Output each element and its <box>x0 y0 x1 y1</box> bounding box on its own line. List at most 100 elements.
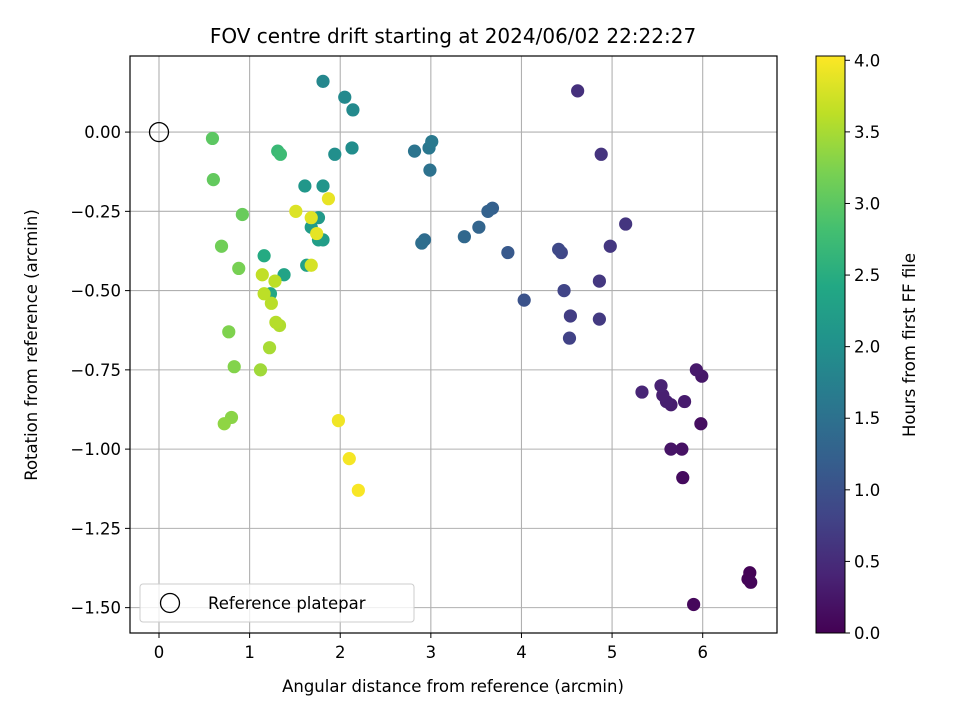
y-tick-label-6: −1.50 <box>70 599 121 618</box>
data-point-53 <box>257 249 271 263</box>
legend: Reference platepar <box>139 583 415 623</box>
y-tick-label-0: 0.00 <box>84 123 121 142</box>
legend-label: Reference platepar <box>208 594 366 613</box>
colorbar-tick-label-7: 3.5 <box>854 123 880 142</box>
colorbar-tick-label-0: 0.0 <box>854 624 880 643</box>
data-point-35 <box>423 163 437 177</box>
colorbar-tick-label-6: 3.0 <box>854 194 880 213</box>
data-point-61 <box>222 325 236 339</box>
data-point-18 <box>619 217 633 231</box>
reference-marker-layer <box>148 121 170 143</box>
y-tick-label-3: −0.75 <box>70 361 121 380</box>
data-point-43 <box>328 147 342 161</box>
colorbar-tick-label-2: 1.0 <box>854 481 880 500</box>
plot-area-frame <box>129 55 778 634</box>
data-point-78 <box>331 413 346 428</box>
data-point-69 <box>264 296 278 310</box>
y-tick-label-5: −1.25 <box>70 519 121 538</box>
chart-title: FOV centre drift starting at 2024/06/02 … <box>210 24 696 48</box>
x-tick-label-0: 0 <box>154 643 165 662</box>
data-point-4 <box>676 471 690 485</box>
y-tick-label-1: −0.25 <box>70 202 121 221</box>
x-tick-label-4: 4 <box>516 643 527 662</box>
data-point-76 <box>310 226 324 241</box>
data-point-36 <box>407 144 422 158</box>
data-point-70 <box>257 287 271 301</box>
legend-reference-marker <box>159 592 181 614</box>
data-point-80 <box>351 483 365 497</box>
data-point-3 <box>687 597 701 612</box>
data-point-2 <box>744 575 758 589</box>
data-point-79 <box>342 452 356 466</box>
y-tick-label-4: −1.00 <box>70 440 121 459</box>
data-point-14 <box>654 379 668 393</box>
data-point-56 <box>205 131 220 146</box>
data-point-26 <box>552 242 566 256</box>
data-point-16 <box>571 84 585 98</box>
data-point-65 <box>253 363 268 377</box>
colorbar-ticks: 0.0 0.5 1.0 1.5 2.0 2.5 3.0 3.5 4.0 <box>845 51 880 643</box>
data-point-21 <box>592 312 606 326</box>
data-point-64 <box>217 417 231 431</box>
data-point-60 <box>232 261 246 276</box>
colorbar-tick-label-4: 2.0 <box>854 338 880 357</box>
data-point-32 <box>457 230 471 244</box>
data-points <box>205 74 758 612</box>
data-point-6 <box>675 442 689 456</box>
x-axis-label: Angular distance from reference (arcmin) <box>282 677 624 696</box>
data-point-42 <box>345 141 359 155</box>
x-tick-label-6: 6 <box>697 643 708 662</box>
data-point-73 <box>304 258 318 272</box>
data-point-62 <box>227 360 241 374</box>
data-point-34 <box>415 236 429 250</box>
x-axis-ticks: 0 1 2 3 4 5 6 <box>154 633 708 662</box>
data-point-40 <box>338 90 352 104</box>
data-point-7 <box>664 442 678 456</box>
data-point-10 <box>677 394 692 409</box>
x-tick-label-2: 2 <box>335 643 346 662</box>
data-point-44 <box>316 179 330 193</box>
data-point-68 <box>269 315 283 329</box>
data-point-23 <box>562 331 577 345</box>
data-point-77 <box>321 192 336 206</box>
data-point-38 <box>425 134 439 149</box>
data-point-59 <box>214 239 229 253</box>
data-point-27 <box>517 293 531 307</box>
data-point-20 <box>592 274 606 288</box>
data-point-75 <box>304 211 318 225</box>
colorbar-tick-label-3: 1.5 <box>854 409 880 428</box>
colorbar-tick-label-5: 2.5 <box>854 266 880 285</box>
legend-box <box>139 583 415 623</box>
colorbar-label: Hours from first FF file <box>900 253 919 437</box>
data-point-74 <box>289 204 303 218</box>
data-point-17 <box>594 147 608 161</box>
colorbar-gradient <box>815 55 846 634</box>
data-point-30 <box>481 204 495 218</box>
data-point-58 <box>235 207 249 222</box>
data-point-22 <box>563 309 577 323</box>
data-point-71 <box>255 268 269 282</box>
y-axis-label: Rotation from reference (arcmin) <box>22 209 41 481</box>
colorbar: 0.0 0.5 1.0 1.5 2.0 2.5 3.0 3.5 4.0 Hours from f… <box>815 51 919 643</box>
data-point-28 <box>501 245 515 260</box>
y-axis-ticks: 0.00 −0.25 −0.50 −0.75 −1.00 −1.25 −1.50 <box>70 123 130 618</box>
x-tick-label-1: 1 <box>244 643 255 662</box>
data-point-24 <box>557 284 571 298</box>
data-point-39 <box>316 74 330 88</box>
data-point-9 <box>689 363 703 377</box>
data-point-31 <box>472 220 486 234</box>
data-point-66 <box>262 341 277 355</box>
data-point-45 <box>298 179 312 193</box>
x-tick-label-3: 3 <box>426 643 437 662</box>
grid <box>130 56 777 633</box>
y-tick-label-2: −0.50 <box>70 282 121 301</box>
reference-platepar-marker <box>148 121 170 143</box>
colorbar-tick-label-1: 0.5 <box>854 552 880 571</box>
x-tick-label-5: 5 <box>607 643 618 662</box>
colorbar-tick-label-8: 4.0 <box>854 51 880 70</box>
data-point-57 <box>206 173 220 187</box>
data-point-41 <box>346 103 360 117</box>
data-point-5 <box>694 417 708 431</box>
data-point-55 <box>273 147 288 161</box>
